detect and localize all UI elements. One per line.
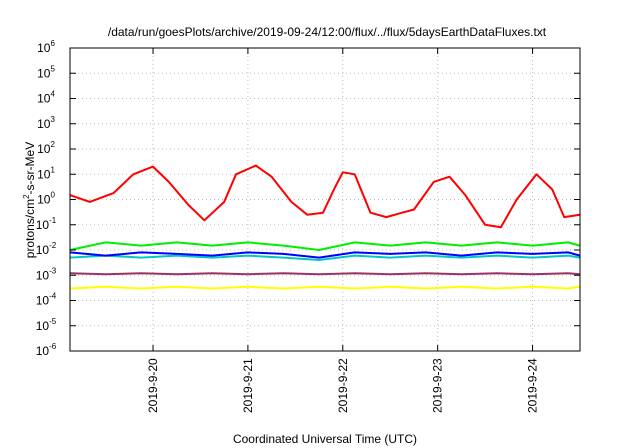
y-axis-label: protons/cm2-s-sr-MeV [22,142,37,258]
series-layer [69,164,581,290]
grid [70,48,580,351]
y-axis-label-suffix: -s-sr-MeV [23,142,37,195]
x-tick-label: 2019-9-23 [431,358,445,413]
series-line-4 [69,272,581,276]
y-tick-label: 10-3 [36,266,57,282]
y-tick-label: 10-6 [36,342,57,358]
series-line-0 [69,164,581,229]
y-tick-label: 100 [37,191,55,207]
y-tick-label: 104 [37,90,55,106]
y-tick-label: 101 [37,165,55,181]
y-tick-label: 105 [37,64,55,80]
x-axis-ticks: 2019-9-20 2019-9-21 2019-9-22 2019-9-23 2019… [146,48,540,413]
y-tick-label: 10-1 [36,216,57,232]
y-axis-label-sup: 2 [22,194,31,199]
series-line-1 [69,241,581,251]
y-tick-label: 106 [37,39,55,55]
y-tick-label: 10-5 [36,317,57,333]
x-tick-label: 2019-9-21 [241,358,255,413]
y-axis-ticks: 10-6 10-5 10-4 10-3 10-2 10-1 100 101 102 103 104 1… [36,39,580,358]
y-tick-label: 103 [37,115,55,131]
y-tick-label: 102 [37,140,55,156]
chart-title: /data/run/goesPlots/archive/2019-09-24/1… [108,25,547,39]
x-axis-label: Coordinated Universal Time (UTC) [233,432,417,446]
y-tick-label: 10-2 [36,241,57,257]
series-line-5 [69,285,581,290]
y-axis-label-prefix: protons/cm [23,199,37,258]
y-tick-label: 10-4 [36,292,57,308]
x-tick-label: 2019-9-24 [526,358,540,413]
series-line-3 [69,251,581,259]
series-line-2 [69,254,581,261]
x-tick-label: 2019-9-22 [336,358,350,413]
x-tick-label: 2019-9-20 [146,358,160,413]
